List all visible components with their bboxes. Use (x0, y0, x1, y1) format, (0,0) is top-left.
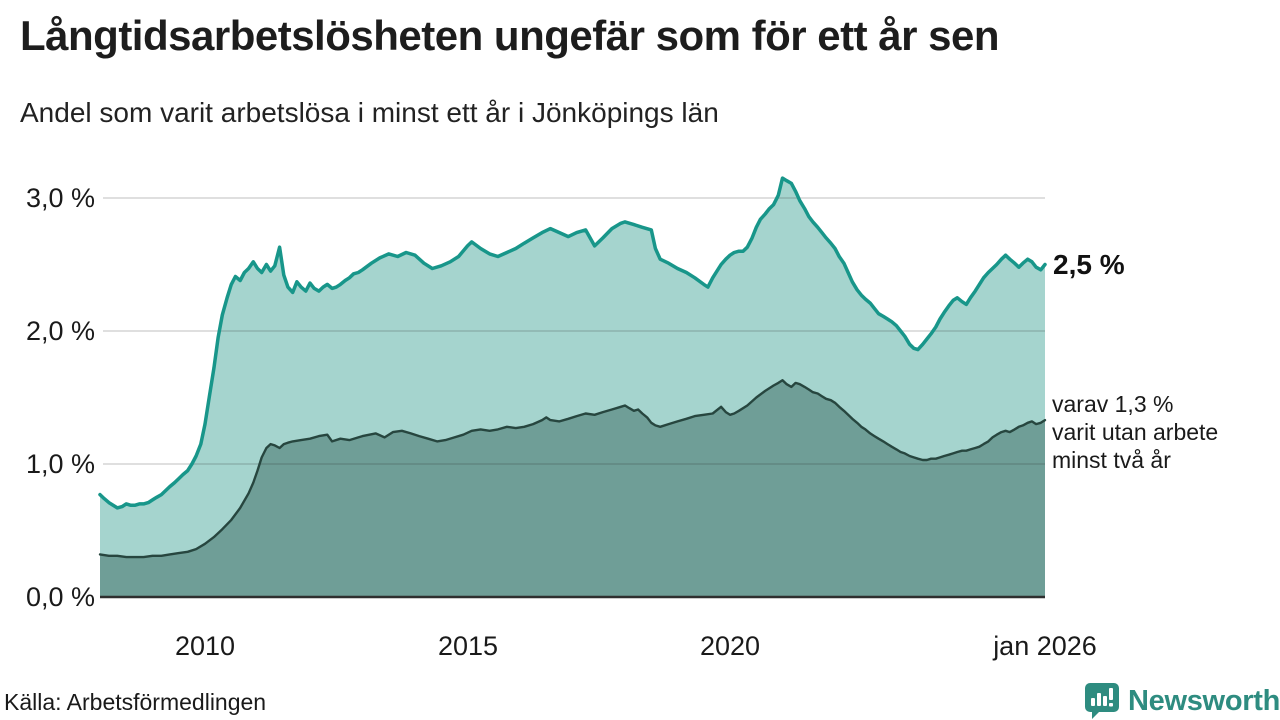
y-axis-label: 1,0 % (25, 449, 95, 479)
annotation-line: varit utan arbete (1052, 419, 1219, 445)
y-axis-label: 0,0 % (25, 582, 95, 612)
series-end-value-label: 2,5 % (1053, 249, 1125, 280)
series-total-line (98, 176, 1047, 510)
newsworthy-logo: Newsworthy (1084, 682, 1280, 720)
source-attribution: Källa: Arbetsförmedlingen (4, 689, 267, 715)
series-twoyear-area (100, 380, 1045, 597)
page-subtitle: Andel som varit arbetslösa i minst ett å… (20, 97, 719, 128)
newsworthy-wordmark: Newsworthy (1128, 684, 1280, 717)
series-secondary-annotation: varav 1,3 % varit utan arbete minst två … (1052, 390, 1218, 474)
page-title: Långtidsarbetslösheten ungefär som för e… (20, 12, 1000, 59)
x-axis-label: 2010 (174, 631, 236, 661)
annotation-line: varav 1,3 % (1052, 391, 1174, 417)
x-axis-label: 2020 (699, 631, 761, 661)
annotation-line: minst två år (1052, 447, 1171, 473)
x-axis-label: jan 2026 (993, 631, 1097, 661)
newsworthy-bubble-chart-icon (1085, 683, 1119, 719)
x-axis-label: 2015 (437, 631, 499, 661)
y-axis-label: 2,0 % (25, 316, 95, 346)
series-twoyear-line (98, 379, 1047, 559)
y-axis-label: 3,0 % (25, 183, 95, 213)
